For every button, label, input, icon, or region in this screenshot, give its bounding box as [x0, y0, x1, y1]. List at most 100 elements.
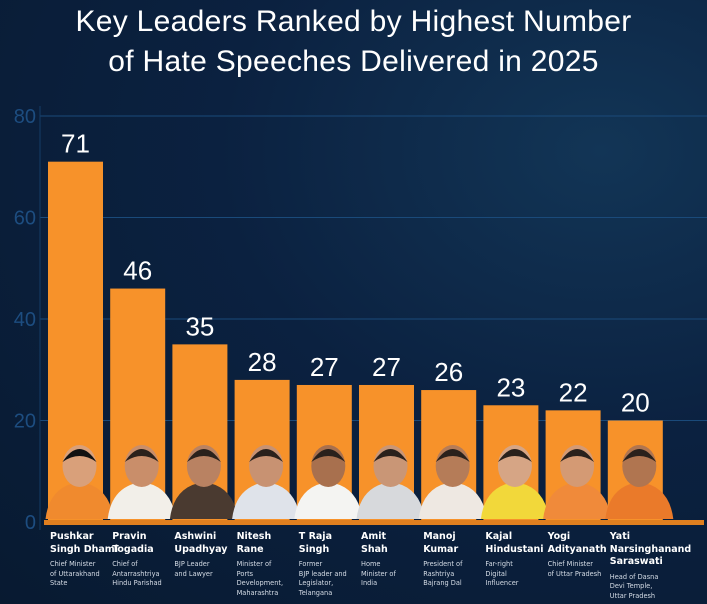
bar-value-label: 35	[185, 311, 214, 341]
leader-description: Chief Minister of Uttar Pradesh	[548, 560, 607, 579]
bar-value-label: 27	[310, 352, 339, 382]
leader-description-line: of Uttar Pradesh	[547, 569, 602, 578]
portrait-hair	[249, 449, 284, 462]
leader-label: T Raja Singh Former BJP leader and Legislato…	[299, 531, 347, 598]
leader-description-line: Minister of	[361, 569, 396, 578]
leader-description-line: Head of Dasna	[609, 572, 659, 581]
leader-description-line: Ports	[236, 569, 254, 578]
leader-name-line: Shah	[361, 543, 388, 555]
leader-name: Ashwini Upadhyay	[174, 531, 227, 556]
portrait-hair	[311, 449, 346, 462]
leader-description: Home Minister of India	[361, 560, 396, 589]
leader-description-line: India	[361, 579, 378, 587]
portrait-hair	[124, 449, 159, 462]
leader-description-line: President of	[423, 560, 463, 568]
leader-name-line: Nitesh	[236, 531, 272, 542]
leader-portrait-photo	[418, 445, 487, 519]
leader-description-line: and Lawyer	[174, 569, 213, 578]
leader-label: Manoj Kumar President of Rashtriya Bajrang D…	[423, 531, 462, 589]
leader-description-line: Digital	[485, 569, 507, 578]
leader-name-line: Pushkar	[50, 531, 94, 542]
leader-name-line: Yogi	[547, 531, 571, 542]
bar-value-label: 28	[248, 347, 277, 377]
bar-value-label: 20	[621, 388, 650, 418]
chart-title: Key Leaders Ranked by Highest Number of …	[0, 2, 707, 82]
leader-description-line: Uttar Pradesh	[609, 591, 656, 600]
leader-portrait-photo	[169, 445, 238, 519]
y-tick-label: 80	[14, 106, 36, 128]
leader-description-line: Rashtriya	[423, 569, 455, 578]
chart-baseline	[44, 520, 704, 525]
leader-description-line: Telangana	[298, 588, 333, 597]
leader-portrait-photo	[543, 445, 612, 519]
leader-name-line: Hindustani	[485, 543, 544, 555]
leader-description: President of Rashtriya Bajrang Dal	[423, 560, 462, 589]
leader-portrait-photo	[605, 445, 674, 519]
leader-description-line: State	[50, 579, 68, 587]
leader-description-line: Chief Minister	[547, 560, 594, 568]
portrait-body	[45, 482, 114, 519]
leader-name: Manoj Kumar	[423, 531, 462, 556]
leader-description-line: Antarrashtriya	[112, 569, 160, 578]
leader-name-line: Manoj	[423, 531, 456, 542]
y-tick-label: 60	[14, 208, 36, 230]
portrait-body	[232, 482, 301, 519]
y-tick-label: 40	[14, 309, 36, 331]
leader-name-line: Saraswati	[609, 556, 663, 567]
leader-name-line: Amit	[361, 531, 387, 542]
leader-name-line: Rane	[236, 543, 264, 555]
leader-description: Former BJP leader and Legislator, Telangana	[299, 560, 347, 598]
leader-description: Far-right Digital Influencer	[485, 560, 543, 589]
y-tick-label: 20	[14, 411, 36, 433]
portrait-body	[418, 482, 487, 519]
leader-name-line: Adityanath	[547, 543, 607, 555]
leader-description-line: Far-right	[485, 560, 513, 568]
leader-description-line: Home	[361, 560, 381, 568]
leader-portrait-photo	[107, 445, 176, 519]
leader-description: BJP Leader and Lawyer	[174, 560, 227, 579]
leader-name-line: Kajal	[485, 531, 513, 542]
bar-value-label: 26	[434, 357, 463, 387]
leader-name-line: Upadhyay	[174, 543, 228, 555]
leader-label: Amit Shah Home Minister of India	[361, 531, 396, 589]
leader-description-line: Minister of	[236, 560, 272, 568]
leader-name-line: Togadia	[112, 543, 154, 555]
bar-value-label: 71	[61, 129, 90, 159]
y-tick-label: 0	[25, 512, 36, 534]
leader-name-line: Narsinghanand	[609, 543, 692, 555]
leader-label: Pushkar Singh Dhami Chief Minister of Uttar…	[50, 531, 118, 589]
leader-description: Chief Minister of Uttarakhand State	[50, 560, 118, 589]
leader-name: Yati Narsinghanand Saraswati	[610, 531, 691, 569]
portrait-body	[480, 482, 549, 519]
leader-description-line: BJP leader and	[298, 569, 347, 578]
leader-name-line: Yati	[609, 531, 631, 542]
leader-name-line: Singh Dhami	[50, 543, 118, 555]
leader-name: T Raja Singh	[299, 531, 347, 556]
leader-label: Pravin Togadia Chief of Antarrashtriya Hindu…	[112, 531, 162, 589]
leader-description-line: Chief of	[112, 560, 138, 568]
portrait-hair	[435, 449, 470, 462]
portrait-hair	[373, 449, 408, 462]
leader-description-line: Legislator,	[298, 579, 334, 587]
leader-portrait-photo	[232, 445, 301, 519]
leader-name-line: Singh	[298, 543, 330, 555]
leader-name: Yogi Adityanath	[548, 531, 607, 556]
leader-name: Amit Shah	[361, 531, 396, 556]
leader-description-line: Influencer	[485, 579, 519, 587]
bar-value-label: 46	[123, 256, 152, 286]
leader-description-line: Former	[298, 560, 323, 568]
portrait-body	[605, 482, 674, 519]
leader-description-line: Development,	[236, 579, 284, 587]
leader-portrait-photo	[294, 445, 363, 519]
leader-name-line: Ashwini	[174, 531, 217, 542]
leader-name: Nitesh Rane	[237, 531, 284, 556]
portrait-hair	[62, 449, 97, 462]
leader-portrait-photo	[45, 445, 114, 519]
leader-description: Head of Dasna Devi Temple, Uttar Pradesh	[610, 573, 691, 602]
portrait-hair	[497, 449, 532, 462]
chart-title-line-1: Key Leaders Ranked by Highest Number	[75, 5, 632, 38]
leader-description-line: Maharashtra	[236, 588, 279, 597]
leader-description-line: Chief Minister	[50, 560, 96, 568]
